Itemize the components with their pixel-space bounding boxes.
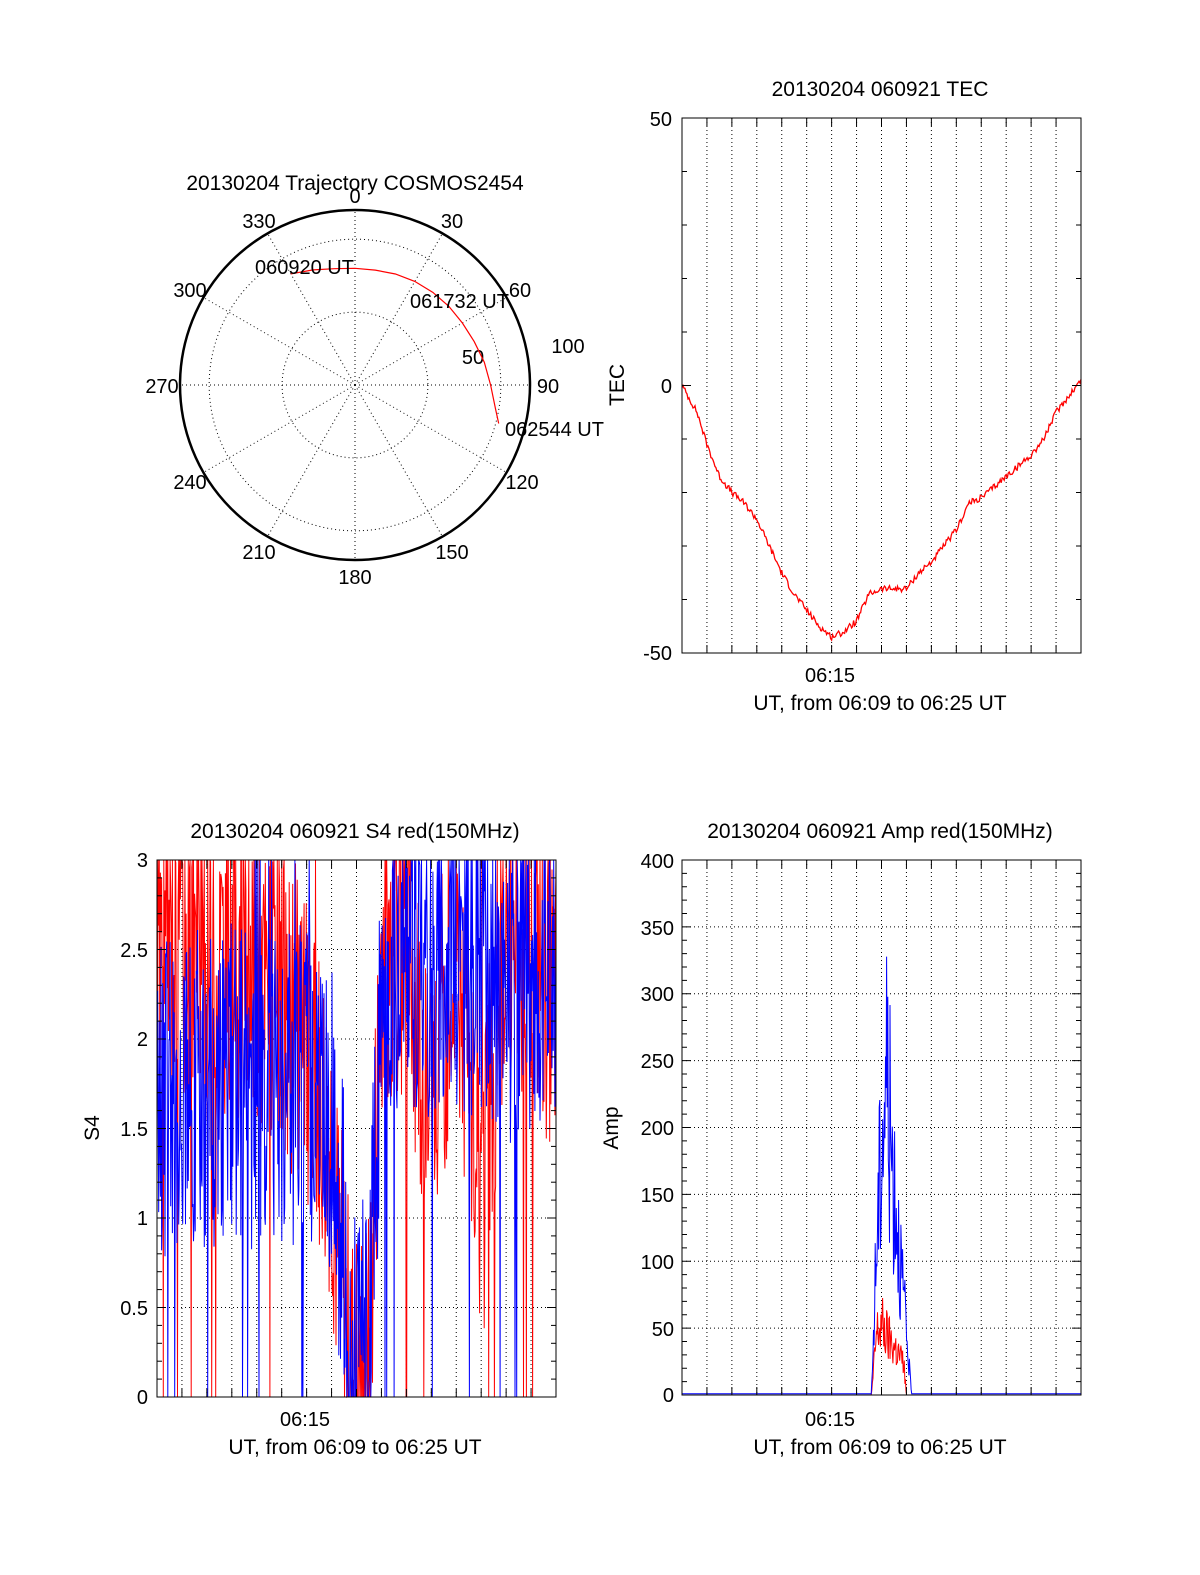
az-label-240: 240 [173,472,206,494]
s4-ytick-0.5: 0.5 [120,1298,148,1320]
amp-series [682,956,1081,1396]
elev-label-100: 100 [551,336,584,358]
az-label-150: 150 [435,542,468,564]
amp-ytick-100: 100 [641,1252,674,1274]
polar-spoke-210 [267,384,356,537]
tec-ylabel: TEC [606,364,629,406]
amp-ytick-200: 200 [641,1118,674,1140]
annotation-end-time: 062544 UT [505,419,604,441]
s4-chart: 20130204 060921 S4 red(150MHz) 0 0.5 1 1… [81,820,557,1459]
tec-xtick-0615: 06:15 [805,665,855,687]
p1-series-0 [681,379,1082,642]
s4-title: 20130204 060921 S4 red(150MHz) [190,820,519,843]
az-label-330: 330 [242,211,275,233]
amp-ytick-250: 250 [641,1051,674,1073]
s4-ticks [157,859,556,1398]
amp-chart: 20130204 060921 Amp red(150MHz) 0 50 100… [600,820,1082,1459]
polar-spoke-300 [203,297,356,386]
annotation-start-time: 060920 UT [255,257,354,279]
polar-grid-ring-1 [208,238,502,532]
amp-ytick-400: 400 [641,851,674,873]
amp-grid [682,860,1081,1395]
polar-title: 20130204 Trajectory COSMOS2454 [186,172,524,195]
s4-ytick-2.5: 2.5 [120,940,148,962]
az-label-270: 270 [145,376,178,398]
polar-outer-ring [178,208,532,562]
tec-xlabel: UT, from 06:09 to 06:25 UT [753,692,1006,715]
polar-azimuth-labels: 0 30 60 90 120 150 180 210 240 270 300 3… [145,186,584,589]
polar-spoke-240 [203,384,356,473]
amp-ytick-50: 50 [652,1319,674,1341]
p3-series-1 [682,956,1081,1395]
amp-ytick-150: 150 [641,1185,674,1207]
elev-label-50: 50 [462,347,484,369]
s4-ytick-0: 0 [137,1387,148,1409]
amp-ytick-300: 300 [641,984,674,1006]
s4-xlabel: UT, from 06:09 to 06:25 UT [228,1436,481,1459]
tec-ticks [682,117,1081,654]
polar-spoke-150 [354,384,443,537]
s4-xtick-0615: 06:15 [280,1409,330,1431]
trajectory-line [290,267,500,424]
s4-ytick-1: 1 [137,1208,148,1230]
amp-ytick-350: 350 [641,918,674,940]
polar-spoke-120 [354,384,507,473]
polar-trajectory-chart: 20130204 Trajectory COSMOS2454 0 30 60 9… [145,172,604,589]
amp-xlabel: UT, from 06:09 to 06:25 UT [753,1436,1006,1459]
tec-ytick-minus50: -50 [643,643,672,665]
az-label-90: 90 [537,376,559,398]
tec-title: 20130204 060921 TEC [772,78,989,101]
az-label-0: 0 [349,186,360,208]
tec-grid [706,118,1057,653]
polar-grid [180,210,530,560]
tec-ytick-50: 50 [650,109,672,131]
tec-ytick-0: 0 [661,376,672,398]
annotation-mid-time: 061732 UT [410,291,509,313]
az-label-120: 120 [505,472,538,494]
az-label-180: 180 [338,567,371,589]
amp-xtick-0615: 06:15 [805,1409,855,1431]
az-label-300: 300 [173,280,206,302]
s4-ylabel: S4 [81,1115,104,1141]
amp-title: 20130204 060921 Amp red(150MHz) [707,820,1053,843]
az-label-60: 60 [509,280,531,302]
s4-ytick-2: 2 [137,1029,148,1051]
amp-ylabel: Amp [600,1106,623,1149]
az-label-210: 210 [242,542,275,564]
tec-series [681,379,1082,642]
tec-chart: 20130204 060921 TEC 50 0 -50 06:15 UT, f… [606,78,1082,715]
amp-ticks [682,859,1081,1396]
s4-ytick-1.5: 1.5 [120,1119,148,1141]
amp-ytick-0: 0 [663,1385,674,1407]
s4-ytick-3: 3 [137,850,148,872]
az-label-30: 30 [441,211,463,233]
